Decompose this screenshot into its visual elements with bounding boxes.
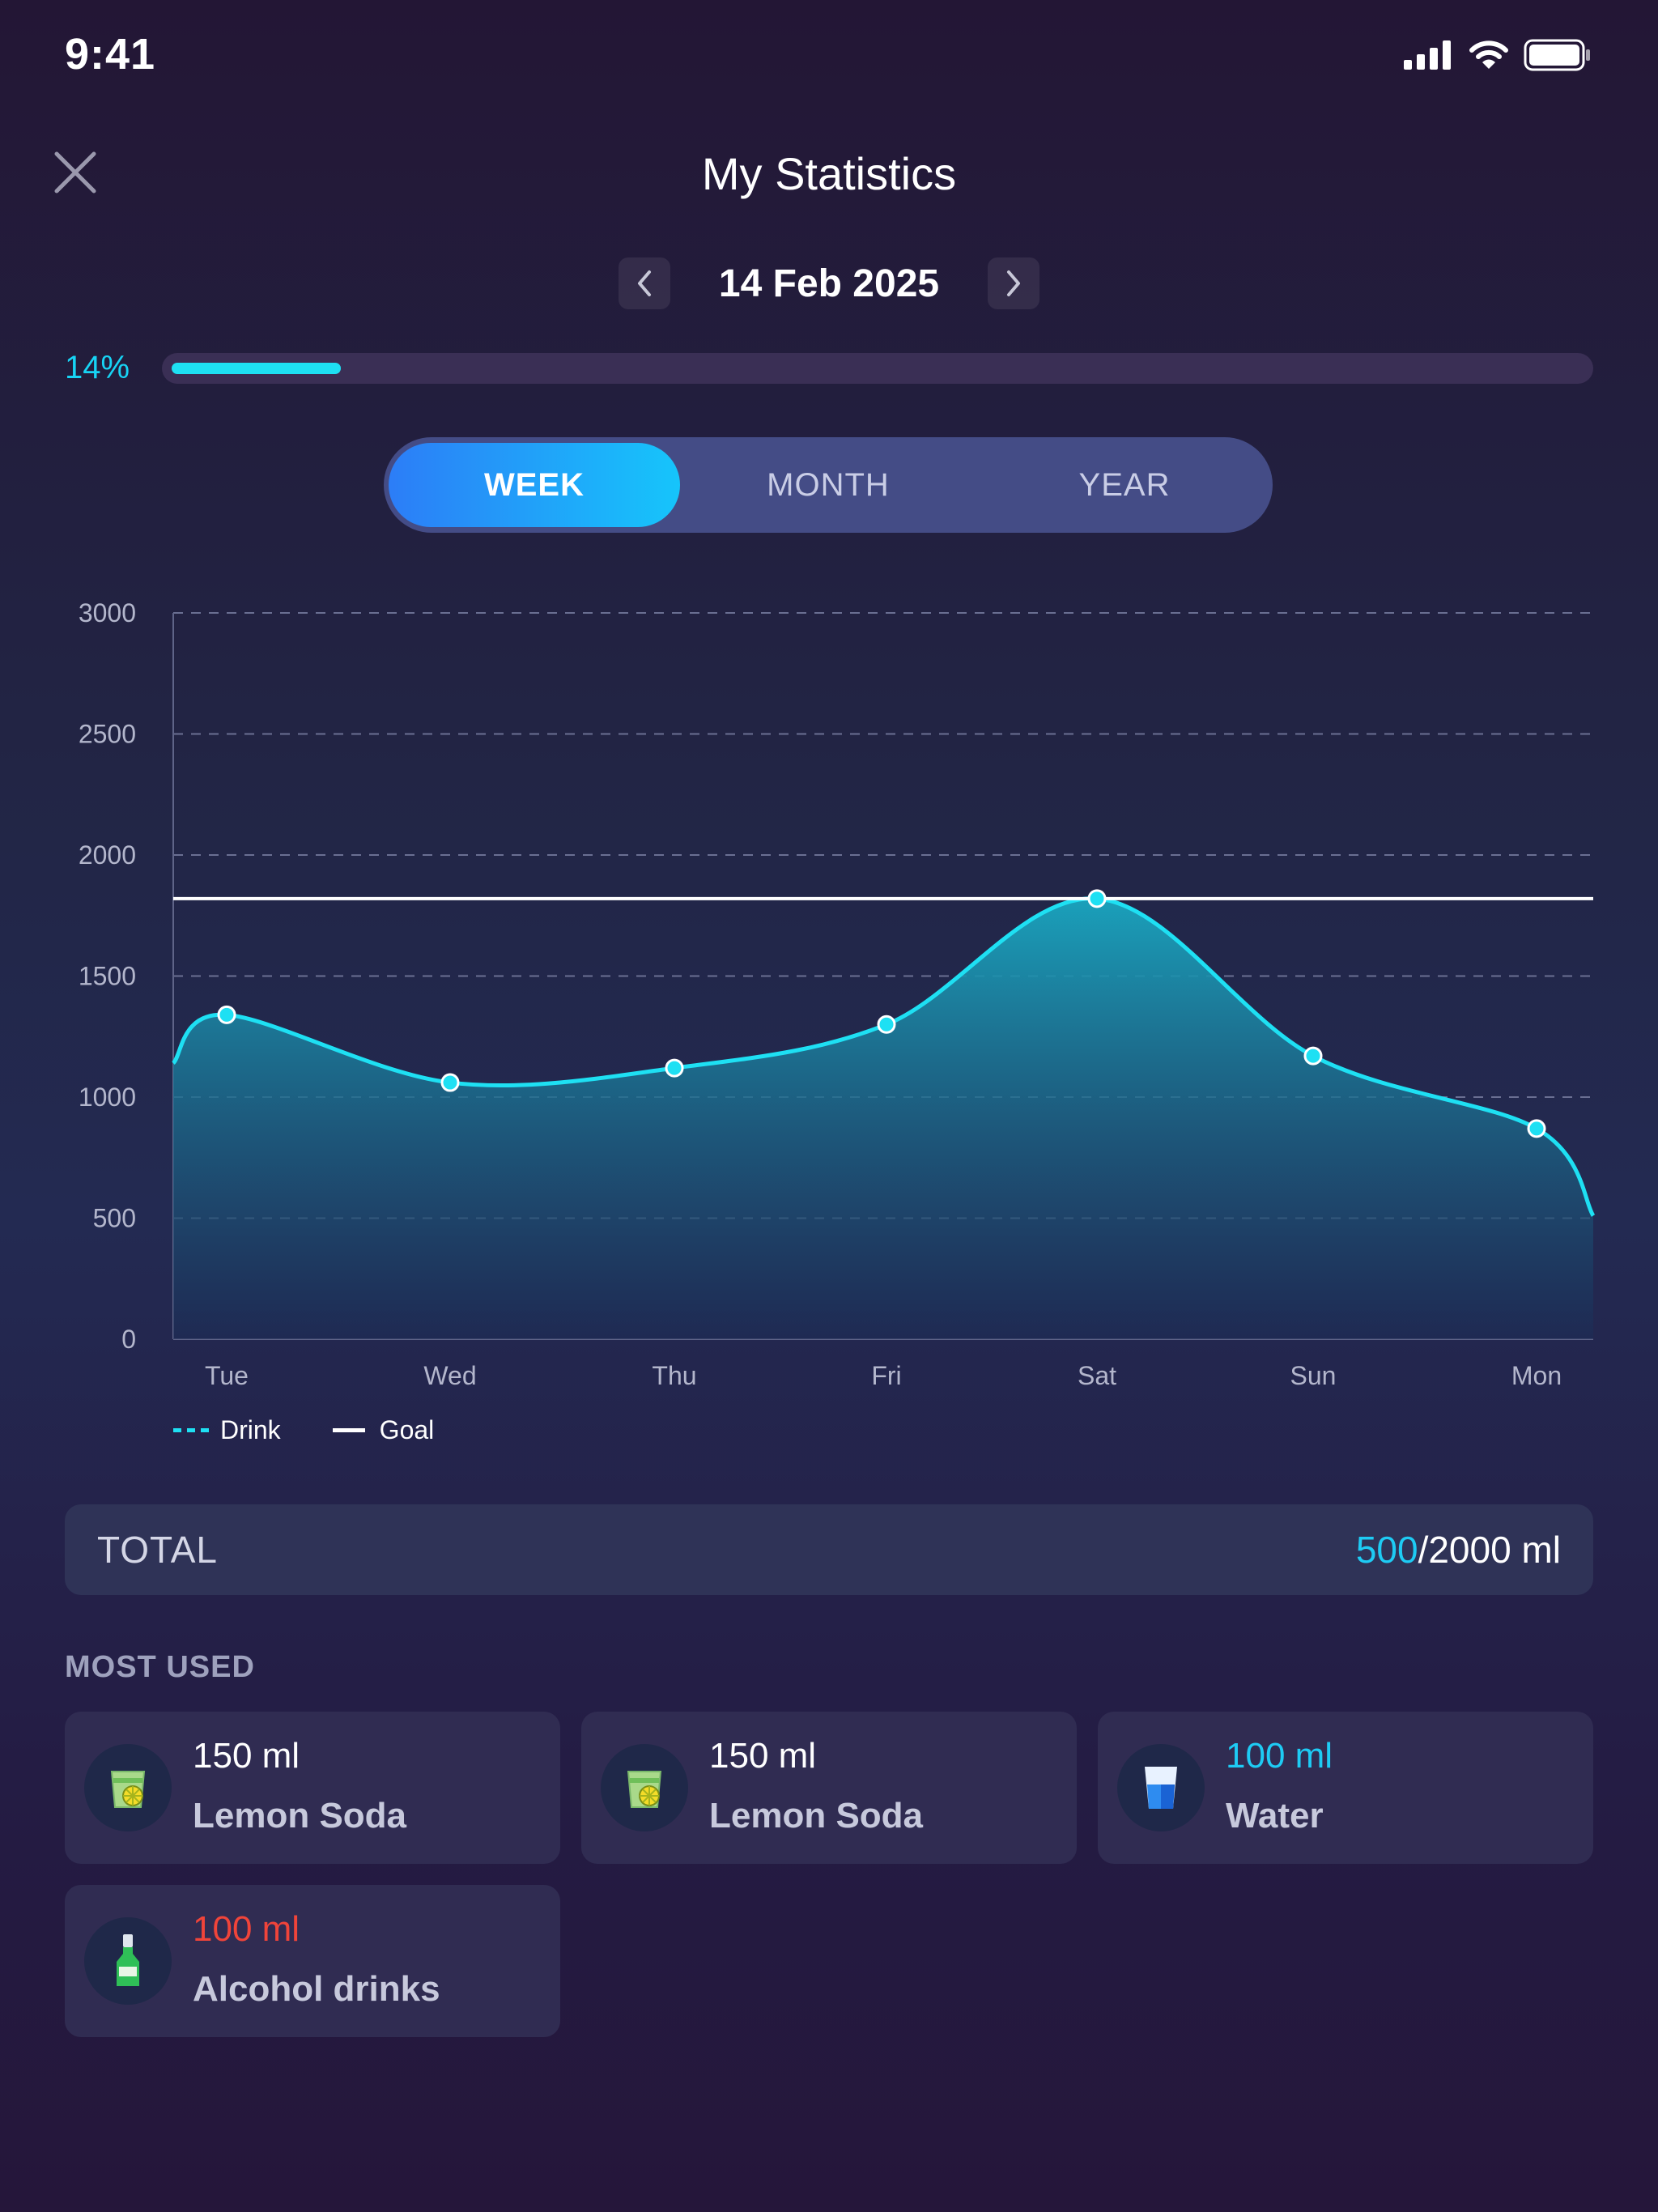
most-used-title: MOST USED <box>65 1650 255 1684</box>
item-name: Lemon Soda <box>193 1796 407 1836</box>
lemon-soda-icon <box>627 1771 662 1808</box>
legend-drink-swatch <box>173 1428 209 1432</box>
status-time: 9:41 <box>65 30 156 79</box>
x-tick-label: Fri <box>871 1361 901 1390</box>
signal-icon <box>1404 40 1451 70</box>
drink-point <box>877 1015 896 1034</box>
total-label: TOTAL <box>97 1529 218 1571</box>
close-icon[interactable] <box>53 151 97 194</box>
y-tick-label: 0 <box>121 1325 136 1354</box>
y-tick-label: 2500 <box>79 720 136 749</box>
most-used-card[interactable]: 100 ml Water <box>1098 1712 1593 1864</box>
lemon-soda-icon <box>601 1744 688 1831</box>
item-amount: 100 ml <box>1226 1736 1333 1776</box>
legend-drink-label: Drink <box>220 1415 281 1444</box>
total-current: 500 <box>1355 1529 1418 1571</box>
date-navigator: 14 Feb 2025 <box>0 257 1658 309</box>
y-tick-label: 3000 <box>79 598 136 627</box>
y-tick-label: 500 <box>93 1204 136 1233</box>
x-tick-label: Tue <box>205 1361 249 1390</box>
drink-point <box>1087 889 1107 908</box>
next-date-button[interactable] <box>988 257 1040 309</box>
most-used-card[interactable]: 150 ml Lemon Soda <box>581 1712 1077 1864</box>
drink-point <box>665 1058 684 1078</box>
chevron-left-icon <box>637 270 651 296</box>
drink-area <box>173 898 1593 1339</box>
water-glass-icon <box>1145 1767 1177 1809</box>
tab-year[interactable]: YEAR <box>1078 466 1171 503</box>
lemon-soda-icon <box>84 1744 172 1831</box>
total-card: TOTAL 500/2000 ml <box>65 1504 1593 1595</box>
weekly-intake-chart: 0 500 1000 1500 2000 2500 3000 Tue Wed Thu Fri Sat S… <box>79 598 1596 1390</box>
chevron-right-icon <box>1007 270 1021 296</box>
most-used-card[interactable]: 150 ml Lemon Soda <box>65 1712 560 1864</box>
total-goal: /2000 ml <box>1418 1529 1561 1571</box>
previous-date-button[interactable] <box>618 257 670 309</box>
status-icons <box>1404 39 1592 71</box>
drink-line <box>172 896 1596 1217</box>
y-tick-label: 1500 <box>79 962 136 991</box>
battery-icon <box>1524 39 1590 71</box>
x-tick-label: Mon <box>1511 1361 1562 1390</box>
item-amount: 100 ml <box>193 1909 300 1949</box>
item-name: Alcohol drinks <box>193 1969 440 2009</box>
item-amount: 150 ml <box>709 1736 817 1776</box>
item-name: Water <box>1226 1796 1324 1836</box>
x-tick-label: Thu <box>652 1361 696 1390</box>
progress-fill <box>172 363 341 374</box>
drink-point <box>1303 1046 1323 1066</box>
bottle-icon <box>117 1934 139 1986</box>
page-title: My Statistics <box>701 148 957 199</box>
daily-progress-bar <box>162 353 1593 384</box>
bottle-icon <box>84 1917 172 2005</box>
water-glass-icon <box>1117 1744 1205 1831</box>
tab-week[interactable]: WEEK <box>389 443 680 527</box>
current-date: 14 Feb 2025 <box>718 262 940 305</box>
most-used-card[interactable]: 100 ml Alcohol drinks <box>65 1885 560 2037</box>
item-amount: 150 ml <box>193 1736 300 1776</box>
drink-point <box>1527 1119 1546 1138</box>
drink-point <box>440 1073 460 1092</box>
lemon-soda-icon <box>110 1771 146 1808</box>
y-tick-label: 1000 <box>79 1083 136 1112</box>
legend-goal-swatch <box>332 1428 365 1432</box>
period-segmented-control: WEEK MONTH YEAR <box>384 437 1273 533</box>
x-tick-label: Wed <box>423 1361 476 1390</box>
item-name: Lemon Soda <box>709 1796 924 1836</box>
legend-goal-label: Goal <box>379 1415 435 1444</box>
progress-percent: 14% <box>65 350 130 385</box>
tab-month[interactable]: MONTH <box>767 466 890 503</box>
wifi-icon <box>1469 40 1508 69</box>
drink-point <box>217 1005 236 1024</box>
x-tick-label: Sun <box>1290 1361 1337 1390</box>
chart-legend: Drink Goal <box>173 1415 434 1445</box>
total-value: 500/2000 ml <box>1356 1528 1561 1572</box>
x-tick-label: Sat <box>1078 1361 1116 1390</box>
y-tick-label: 2000 <box>79 840 136 870</box>
